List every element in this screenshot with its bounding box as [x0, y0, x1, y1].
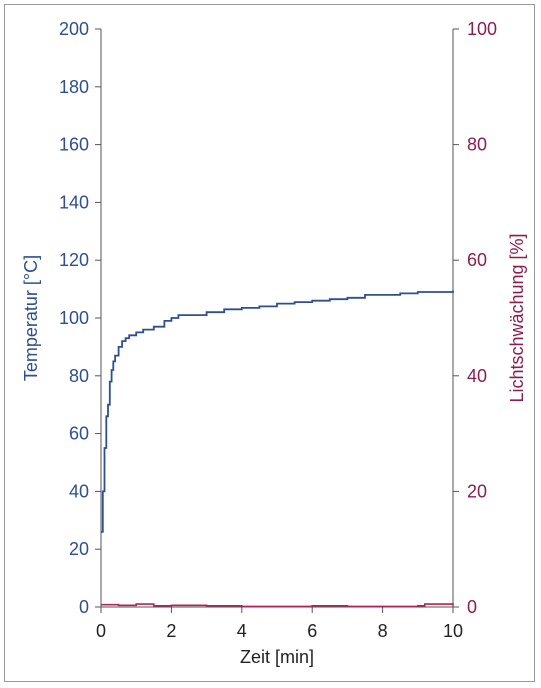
series-line-temperature — [101, 290, 454, 533]
chart-frame: 0 20 40 60 80 100 120 140 160 180 200 0 20 40 60 80 100 0… — [4, 4, 535, 682]
series-group — [101, 290, 454, 608]
y-tick-label: 200 — [59, 19, 89, 39]
y2-tick-label: 40 — [467, 366, 487, 386]
y-tick-label: 40 — [69, 481, 89, 501]
y-tick-label: 80 — [69, 366, 89, 386]
y-tick-label: 20 — [69, 539, 89, 559]
y2-axis-title-light-attenuation: Lichtschwächung [%] — [507, 233, 527, 402]
series-line-light-attenuation — [101, 603, 454, 608]
y2-tick-label: 20 — [467, 481, 487, 501]
axes-group — [100, 29, 454, 608]
y2-tick-label: 80 — [467, 135, 487, 155]
y2-tick-label: 100 — [467, 19, 497, 39]
x-tick-label: 2 — [166, 621, 176, 641]
y2-tick-label: 60 — [467, 250, 487, 270]
x-tick-label: 0 — [96, 621, 106, 641]
y-tick-label: 180 — [59, 77, 89, 97]
x-tick-label: 8 — [378, 621, 388, 641]
y-axis-title-temperature: Temperatur [°C] — [21, 255, 41, 381]
x-tick-label: 4 — [237, 621, 247, 641]
y-tick-label: 60 — [69, 424, 89, 444]
y-tick-label: 0 — [79, 597, 89, 617]
dual-axis-line-chart: 0 20 40 60 80 100 120 140 160 180 200 0 20 40 60 80 100 0… — [21, 19, 527, 667]
y2-tick-label: 0 — [467, 597, 477, 617]
ticks-group: 0 20 40 60 80 100 120 140 160 180 200 0 20 40 60 80 100 0… — [59, 19, 497, 641]
y-tick-label: 160 — [59, 135, 89, 155]
x-axis-title: Zeit [min] — [240, 647, 314, 667]
y-tick-label: 120 — [59, 250, 89, 270]
y-tick-label: 140 — [59, 192, 89, 212]
x-tick-label: 6 — [307, 621, 317, 641]
x-tick-label: 10 — [443, 621, 463, 641]
y-tick-label: 100 — [59, 308, 89, 328]
